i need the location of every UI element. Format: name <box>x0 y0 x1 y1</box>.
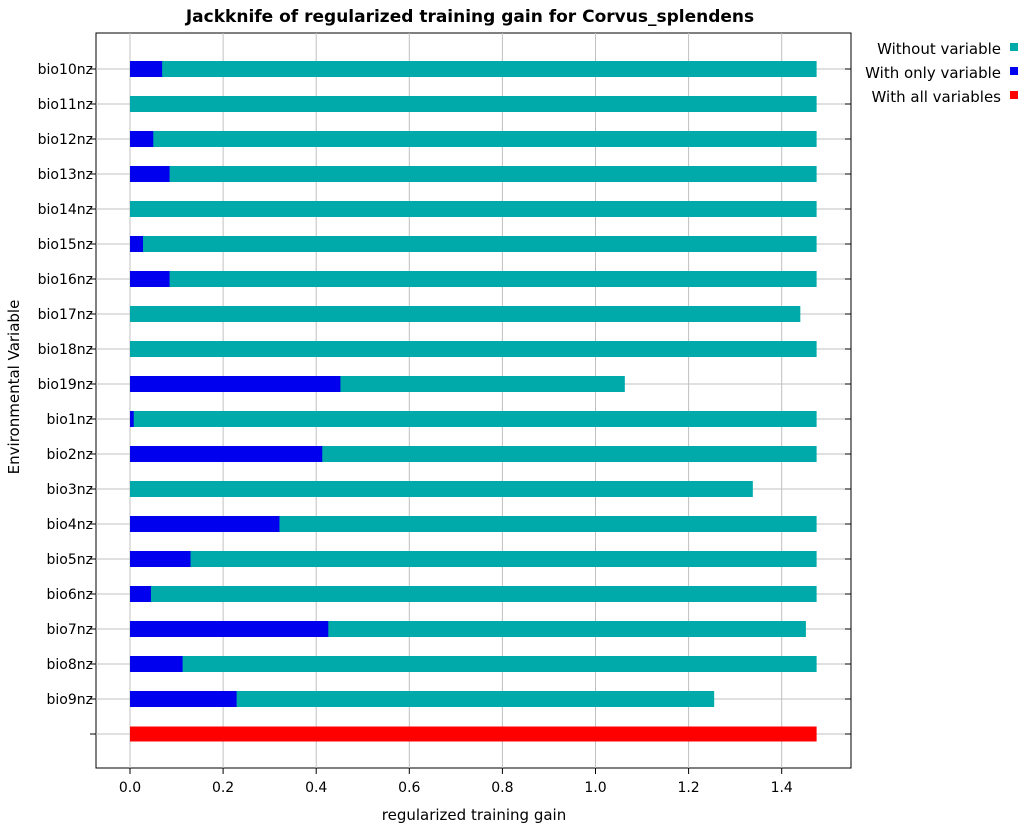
y-tick-label: bio18nz <box>38 342 93 358</box>
x-tick-label: 0.2 <box>212 780 234 796</box>
y-tick-label: bio12nz <box>38 132 93 148</box>
bars <box>130 61 817 742</box>
bar-with-only-variable <box>130 516 280 532</box>
bar-without-variable <box>130 131 817 147</box>
y-tick-label: bio5nz <box>47 552 93 568</box>
y-tick-label: bio10nz <box>38 62 93 78</box>
bar-without-variable <box>130 96 817 112</box>
x-tick-label: 0.8 <box>491 780 513 796</box>
x-tick-label: 0.0 <box>119 780 141 796</box>
y-tick-label: bio6nz <box>47 587 93 603</box>
bar-without-variable <box>130 551 817 567</box>
grid-lines <box>129 33 783 768</box>
bar-without-variable <box>130 236 817 252</box>
bar-with-only-variable <box>130 236 144 252</box>
y-tick-label: bio16nz <box>38 272 93 288</box>
bar-with-only-variable <box>130 131 154 147</box>
bar-without-variable <box>130 201 817 217</box>
bar-with-only-variable <box>130 621 329 637</box>
x-tick-label: 0.4 <box>305 780 327 796</box>
plot-area <box>95 32 852 769</box>
x-tick-label: 0.6 <box>398 780 420 796</box>
y-tick-label: bio9nz <box>47 692 93 708</box>
bar-with-only-variable <box>130 586 151 602</box>
bar-with-only-variable <box>130 271 170 287</box>
bar-without-variable <box>130 586 817 602</box>
legend-swatch-without-variable <box>1010 43 1018 51</box>
y-tick-label: bio14nz <box>38 202 93 218</box>
bar-with-only-variable <box>130 656 183 672</box>
bar-without-variable <box>130 411 817 427</box>
chart-title: Jackknife of regularized training gain f… <box>185 7 754 27</box>
bar-without-variable <box>130 691 715 707</box>
y-tick-label: bio15nz <box>38 237 93 253</box>
y-tick-label: bio1nz <box>47 412 93 428</box>
y-axis-label: Environmental Variable <box>5 300 23 475</box>
x-tick-label: 1.4 <box>771 780 793 796</box>
y-tick-label: bio17nz <box>38 307 93 323</box>
legend: Without variable With only variable With… <box>865 40 1018 106</box>
bar-without-variable <box>130 656 817 672</box>
bar-with-only-variable <box>130 691 237 707</box>
bar-with-all-variables <box>130 726 817 742</box>
y-tick-label: bio8nz <box>47 657 93 673</box>
bar-without-variable <box>130 306 801 322</box>
y-tick-label: bio13nz <box>38 167 93 183</box>
bar-with-only-variable <box>130 411 134 427</box>
y-tick-label: bio3nz <box>47 482 93 498</box>
bar-without-variable <box>130 516 817 532</box>
x-tick-label: 1.0 <box>584 780 606 796</box>
legend-label-with-all-variables: With all variables <box>872 88 1002 106</box>
x-tick-labels: 0.0 0.2 0.4 0.6 0.8 1.0 1.2 1.4 <box>119 768 793 796</box>
y-tick-labels: bio10nz bio11nz bio12nz bio13nz bio14nz bio15… <box>38 62 851 735</box>
bar-without-variable <box>130 61 817 77</box>
legend-label-without-variable: Without variable <box>877 40 1001 58</box>
y-tick-label: bio19nz <box>38 377 93 393</box>
bar-without-variable <box>130 481 753 497</box>
bar-with-only-variable <box>130 166 170 182</box>
legend-swatch-with-only-variable <box>1010 67 1018 75</box>
y-tick-label: bio7nz <box>47 622 93 638</box>
x-tick-label: 1.2 <box>677 780 699 796</box>
bar-without-variable <box>130 341 817 357</box>
legend-label-with-only-variable: With only variable <box>865 64 1001 82</box>
bar-with-only-variable <box>130 376 341 392</box>
bar-with-only-variable <box>130 446 323 462</box>
bar-with-only-variable <box>130 61 163 77</box>
y-tick-label: bio4nz <box>47 517 93 533</box>
y-tick-label: bio2nz <box>47 447 93 463</box>
y-tick-label: bio11nz <box>38 97 93 113</box>
legend-swatch-with-all-variables <box>1010 91 1018 99</box>
bar-with-only-variable <box>130 551 191 567</box>
x-axis-label: regularized training gain <box>382 806 566 824</box>
bar-without-variable <box>130 271 817 287</box>
bar-without-variable <box>130 166 817 182</box>
